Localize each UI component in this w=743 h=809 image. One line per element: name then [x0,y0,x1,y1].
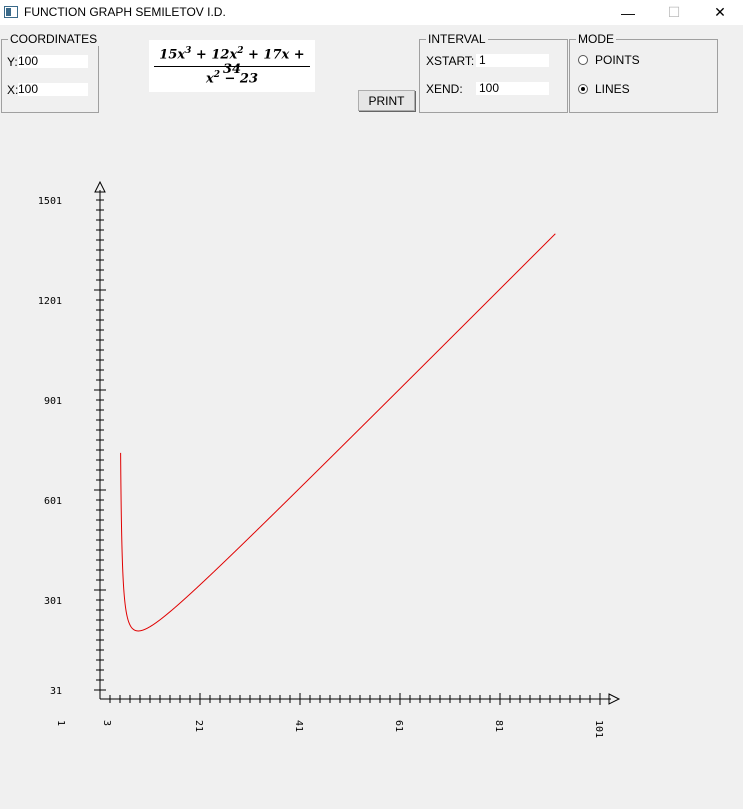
x-tick-label: 61 [393,720,404,732]
xstart-label: XSTART: [426,54,475,68]
mode-legend: MODE [576,32,616,46]
x-tick-label: 81 [493,720,504,732]
interval-legend: INTERVAL [426,32,488,46]
formula-numerator: 15x3 + 12x2 + 17x + 34 [159,46,305,78]
window-title: FUNCTION GRAPH SEMILETOV I.D. [24,5,226,19]
app-icon [4,6,18,18]
y-coordinate-field[interactable]: 100 [18,55,88,68]
xend-input[interactable]: 100 [476,82,549,95]
coordinates-group: COORDINATES Y: 100 X: 100 [1,32,100,113]
y-tick-label: 1501 [38,196,62,207]
y-label: Y: [7,55,18,69]
y-tick-label: 1201 [38,296,62,307]
x-tick-label: 21 [193,720,204,732]
x-tick-label: 101 [593,720,604,738]
interval-group: INTERVAL XSTART: 1 XEND: 100 [419,32,568,113]
lines-radio[interactable] [578,84,588,94]
x-tick-label: 41 [293,720,304,732]
maximize-button[interactable]: ☐ [667,4,681,20]
x-tick-label: 1 [55,720,66,726]
title-bar: FUNCTION GRAPH SEMILETOV I.D. — ☐ ✕ [0,0,743,25]
x-coordinate-field[interactable]: 100 [18,83,88,96]
xend-label: XEND: [426,82,463,96]
function-curve [120,233,556,632]
y-tick-label: 31 [50,686,62,697]
close-button[interactable]: ✕ [714,4,726,20]
mode-group: MODE POINTS LINES [569,32,718,113]
y-tick-label: 901 [44,396,62,407]
xstart-input[interactable]: 1 [476,54,549,67]
y-axis-arrow [94,180,106,193]
formula-denominator: x2 − 23 [205,70,259,87]
minimize-button[interactable]: — [621,4,635,21]
x-axis-arrow [608,693,621,705]
points-radio[interactable] [578,55,588,65]
y-tick-label: 601 [44,496,62,507]
function-formula: 15x3 + 12x2 + 17x + 34 x2 − 23 [149,40,315,92]
x-label: X: [7,83,19,97]
coordinates-legend: COORDINATES [8,32,100,46]
print-button[interactable]: PRINT [358,90,415,111]
x-tick-label: 3 [101,720,112,726]
lines-label: LINES [595,82,630,96]
fraction-line [154,66,310,67]
y-tick-label: 301 [44,596,62,607]
points-label: POINTS [595,53,640,67]
